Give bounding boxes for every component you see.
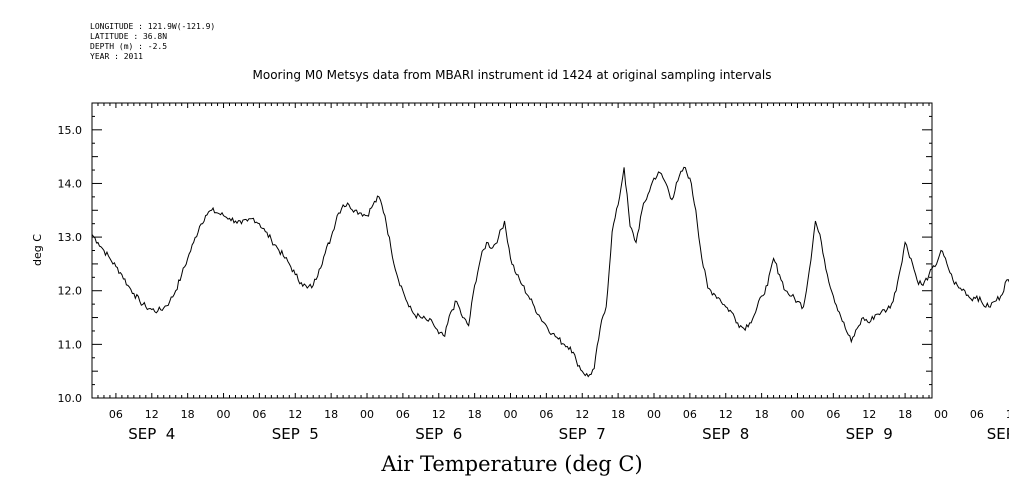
tick-marks [91, 102, 932, 399]
x-tick-label: 12 [575, 408, 589, 421]
x-tick-label: 18 [611, 408, 625, 421]
x-tick-label: 06 [109, 408, 123, 421]
y-tick-label: 13.0 [58, 231, 83, 244]
metadata-block: LONGITUDE : 121.9W(-121.9) LATITUDE : 36… [90, 22, 215, 62]
x-tick-labels: 06 12 18 00 06 12 18 00 06 12 18 00 06 12 18 00 06 12 18 00… [109, 408, 1009, 421]
series-line [91, 166, 1009, 378]
x-tick-label: 12 [862, 408, 876, 421]
x-tick-label: 06 [683, 408, 697, 421]
x-tick-label: 06 [826, 408, 840, 421]
x-tick-label: 18 [324, 408, 338, 421]
x-tick-label: 06 [396, 408, 410, 421]
day-label: SEP 4 [128, 425, 175, 443]
day-label: SEP 9 [846, 425, 893, 443]
day-label: SEP 5 [272, 425, 319, 443]
x-tick-label: 00 [504, 408, 518, 421]
plot-frame [91, 102, 933, 399]
x-tick-label: 00 [790, 408, 804, 421]
day-label: SEP 6 [415, 425, 462, 443]
chart-subtitle: Mooring M0 Metsys data from MBARI instru… [252, 68, 772, 82]
x-tick-label: 18 [898, 408, 912, 421]
y-tick-labels: 10.0 11.0 12.0 13.0 14.0 15.0 [58, 124, 83, 405]
x-tick-label: 06 [539, 408, 553, 421]
y-tick-label: 10.0 [58, 392, 83, 405]
x-tick-label: 12 [145, 408, 159, 421]
y-tick-label: 15.0 [58, 124, 83, 137]
x-tick-label: 00 [360, 408, 374, 421]
day-label: SEP 8 [702, 425, 749, 443]
x-tick-label: 06 [252, 408, 266, 421]
longitude-text: LONGITUDE : 121.9W(-121.9) [90, 22, 216, 31]
latitude-text: LATITUDE : 36.8N [90, 32, 168, 41]
x-tick-label: 18 [755, 408, 769, 421]
year-text: YEAR : 2011 [90, 52, 143, 61]
x-tick-label: 12 [432, 408, 446, 421]
x-tick-label: 06 [970, 408, 984, 421]
depth-text: DEPTH (m) : -2.5 [90, 42, 168, 51]
x-tick-label: 18 [181, 408, 195, 421]
x-tick-label: 12 [288, 408, 302, 421]
y-tick-label: 12.0 [58, 285, 83, 298]
x-tick-label: 00 [934, 408, 948, 421]
y-tick-label: 14.0 [58, 177, 83, 190]
day-label: SEP 7 [559, 425, 606, 443]
x-tick-label: 00 [647, 408, 661, 421]
x-tick-label: 12 [1006, 408, 1009, 421]
x-tick-label: 12 [719, 408, 733, 421]
x-tick-label: 00 [217, 408, 231, 421]
y-axis-label: deg C [31, 234, 44, 266]
chart-title: Air Temperature (deg C) [381, 452, 643, 476]
y-tick-label: 11.0 [58, 338, 83, 351]
x-tick-label: 18 [468, 408, 482, 421]
day-label: SEP 10 [987, 425, 1009, 443]
